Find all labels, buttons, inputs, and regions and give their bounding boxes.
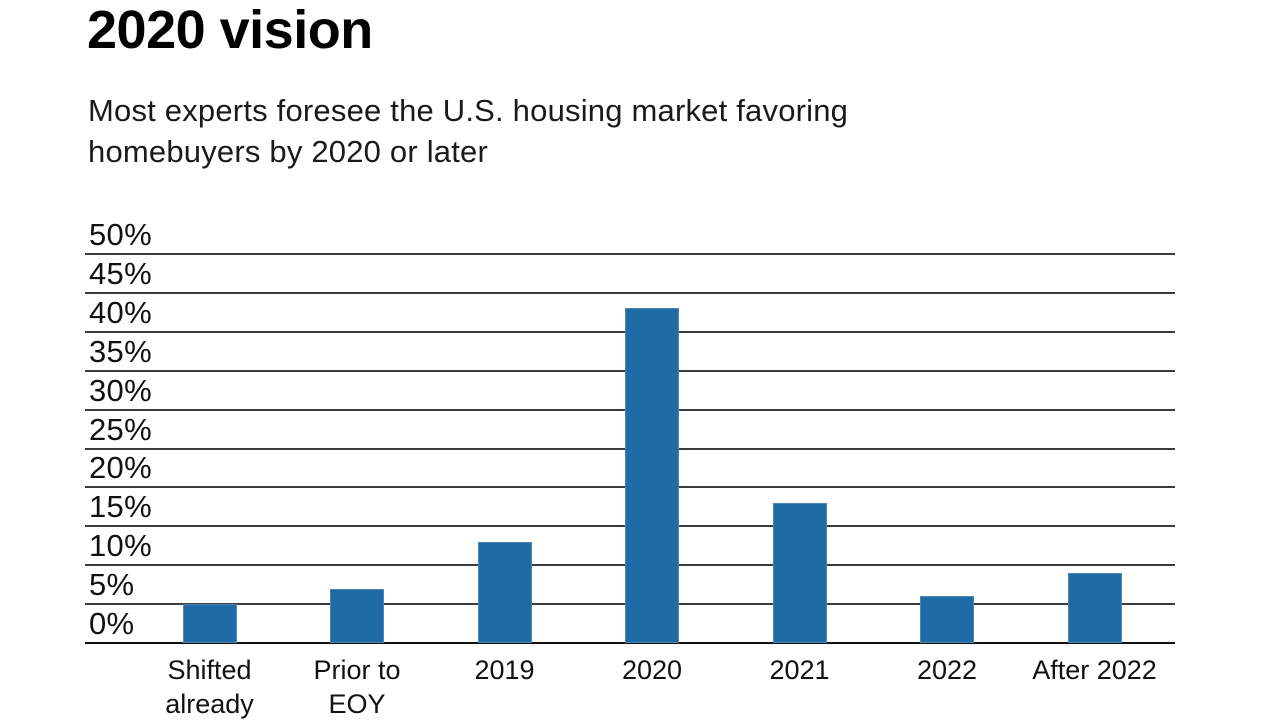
chart-subtitle: Most experts foresee the U.S. housing ma… — [88, 90, 848, 172]
x-axis-line — [85, 642, 1175, 644]
bar-2021 — [772, 502, 827, 643]
x-axis-label-2021: 2021 — [769, 655, 830, 685]
y-axis-tick-label: 10% — [89, 528, 152, 564]
x-axis-label-2020: 2020 — [621, 655, 683, 685]
bar-2020 — [625, 308, 679, 643]
page-title: 2020 vision — [87, 0, 373, 60]
y-axis-tick-label: 0% — [89, 606, 135, 641]
y-axis-tick-label: 35% — [89, 333, 152, 369]
bar-2022 — [920, 596, 974, 643]
y-axis-tick-label: 25% — [89, 411, 152, 447]
bar-prior-to-eoy — [330, 588, 384, 643]
chart-subtitle-line-1: Most experts foresee the U.S. housing ma… — [88, 93, 849, 128]
gridline — [85, 291, 1175, 294]
x-axis-label-2022: 2022 — [916, 655, 978, 685]
chart-subtitle-line-2: homebuyers by 2020 or later — [88, 134, 489, 169]
y-axis-tick-label: 50% — [89, 217, 152, 252]
y-axis-tick-label: 45% — [89, 255, 152, 291]
y-axis-tick-label: 5% — [89, 567, 135, 603]
bar-after-2022 — [1067, 572, 1122, 643]
y-axis-tick-label: 15% — [89, 489, 152, 525]
gridline — [85, 253, 1175, 255]
x-axis-label-after-2022: After 2022 — [1032, 655, 1157, 685]
x-axis-label-shifted-already: Shifted already — [165, 655, 254, 719]
y-axis-tick-label: 40% — [89, 294, 152, 330]
bar-2019 — [477, 541, 532, 643]
y-axis-tick-label: 30% — [89, 372, 152, 408]
y-axis-tick-label: 20% — [89, 450, 152, 486]
x-axis-label-2019: 2019 — [474, 655, 535, 685]
x-axis-label-prior-to-eoy: Prior to EOY — [313, 655, 401, 719]
bar-shifted-already — [182, 604, 237, 643]
